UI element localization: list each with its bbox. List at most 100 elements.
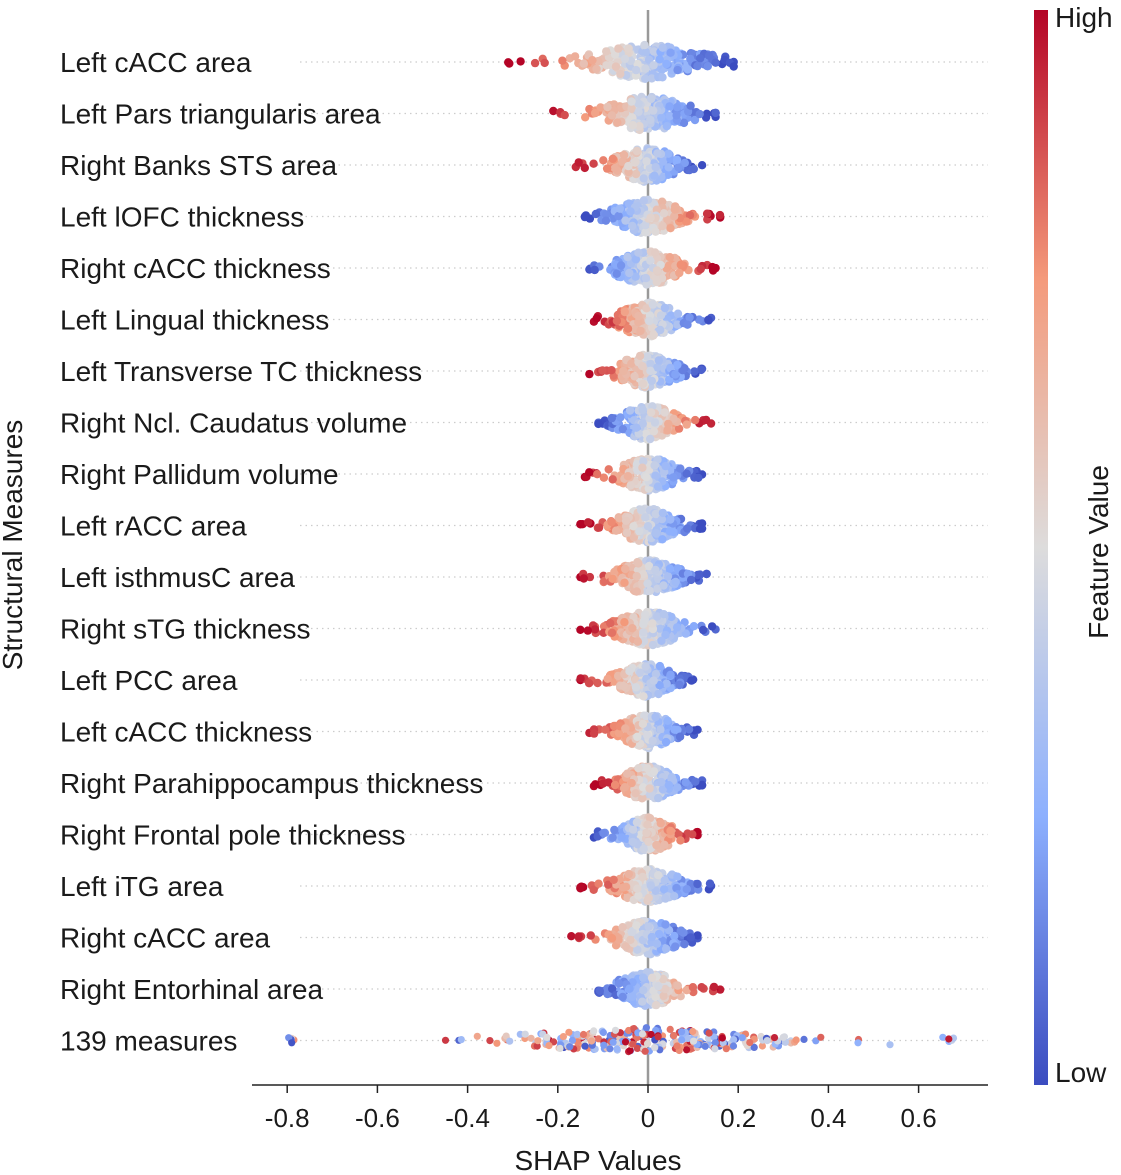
shap-point (694, 315, 704, 324)
shap-point (658, 221, 667, 231)
shap-point (579, 59, 588, 68)
x-tick-label: -0.4 (445, 1103, 490, 1133)
shap-point (609, 875, 618, 884)
shap-point (657, 113, 666, 122)
shap-point (616, 261, 626, 270)
shap-point (588, 56, 597, 65)
shap-point (690, 115, 700, 125)
shap-point (665, 564, 675, 573)
shap-point (581, 1042, 589, 1050)
shap-point (586, 931, 595, 940)
shap-point (680, 940, 689, 949)
shap-point (641, 610, 650, 619)
shap-point (626, 935, 635, 945)
shap-point (604, 465, 613, 474)
shap-point (441, 1036, 450, 1044)
shap-point (674, 163, 683, 172)
shap-point (606, 619, 615, 628)
shap-point (624, 869, 633, 879)
shap-point (601, 216, 611, 225)
y-axis-title: Structural Measures (0, 420, 28, 671)
shap-point (634, 99, 643, 108)
shap-point (602, 47, 611, 56)
shap-point (599, 473, 609, 482)
x-tick-label: -0.8 (265, 1103, 310, 1133)
shap-point (641, 47, 651, 57)
shap-point (623, 472, 633, 481)
feature-label-left-racc-area: Left rACC area (60, 511, 247, 542)
shap-point (656, 624, 665, 633)
shap-point (682, 469, 691, 478)
feature-points-right-banks-sts-area (571, 144, 707, 186)
shap-point (602, 61, 611, 70)
shap-point (662, 679, 671, 688)
shap-point (636, 668, 645, 677)
shap-point (666, 48, 675, 57)
shap-point (686, 575, 696, 585)
shap-point (652, 266, 662, 275)
shap-point (661, 894, 670, 903)
feature-points-left-cacc-area (504, 40, 738, 84)
shap-point (581, 113, 590, 122)
shap-point (628, 837, 637, 847)
shap-point (657, 515, 667, 524)
shap-point (638, 362, 647, 371)
shap-point (683, 1046, 691, 1054)
shap-point (685, 211, 695, 220)
shap-point (672, 155, 682, 164)
shap-point (633, 732, 642, 741)
shap-point (661, 944, 671, 953)
shap-point (647, 932, 657, 942)
shap-point (631, 65, 641, 75)
shap-point (671, 942, 680, 951)
feature-points-right-frontal-pole-thickness (589, 813, 702, 855)
shap-point (686, 54, 695, 64)
shap-point (649, 676, 658, 685)
feature-label-right-banks-sts-area: Right Banks STS area (60, 150, 337, 181)
shap-point (486, 1037, 494, 1045)
feature-points-left-cacc-thickness (585, 711, 702, 753)
shap-point (639, 174, 648, 183)
shap-point (652, 840, 661, 850)
shap-point (673, 981, 682, 990)
shap-point (704, 51, 714, 60)
shap-point (678, 1036, 686, 1044)
shap-point (652, 529, 661, 538)
shap-point (611, 1026, 620, 1034)
shap-point (639, 628, 648, 637)
x-ticks: -0.8 -0.6 -0.4 -0.2 0 0.2 0.4 0.6 (265, 1085, 937, 1133)
shap-point (697, 161, 707, 170)
shap-point (628, 624, 637, 633)
shap-point (585, 468, 594, 477)
shap-point (646, 881, 655, 890)
shap-point (662, 59, 671, 69)
shap-point (886, 1041, 894, 1049)
shap-point (691, 415, 700, 425)
feature-label-left-lofc-thickness: Left lOFC thickness (60, 202, 304, 233)
shap-point (663, 215, 672, 224)
shap-point (639, 620, 648, 629)
shap-point (603, 102, 612, 112)
shap-point (612, 316, 622, 326)
shap-point (608, 833, 617, 842)
colorbar-title: Feature Value (1083, 465, 1114, 639)
shap-point (618, 157, 627, 166)
shap-point (665, 102, 674, 111)
shap-point (642, 157, 651, 166)
shap-point (583, 626, 592, 635)
shap-point (615, 204, 625, 213)
shap-point (664, 163, 673, 172)
shap-point (627, 359, 636, 368)
shap-point (626, 1047, 634, 1055)
shap-point (639, 457, 648, 466)
shap-point (662, 122, 672, 131)
shap-points (285, 40, 958, 1056)
shap-point (633, 558, 642, 567)
shap-point (696, 54, 705, 63)
shap-point (663, 716, 672, 725)
shap-point (670, 212, 679, 221)
shap-point (583, 518, 593, 527)
shap-point (635, 527, 644, 536)
shap-point (644, 922, 653, 931)
shap-point (641, 228, 650, 237)
